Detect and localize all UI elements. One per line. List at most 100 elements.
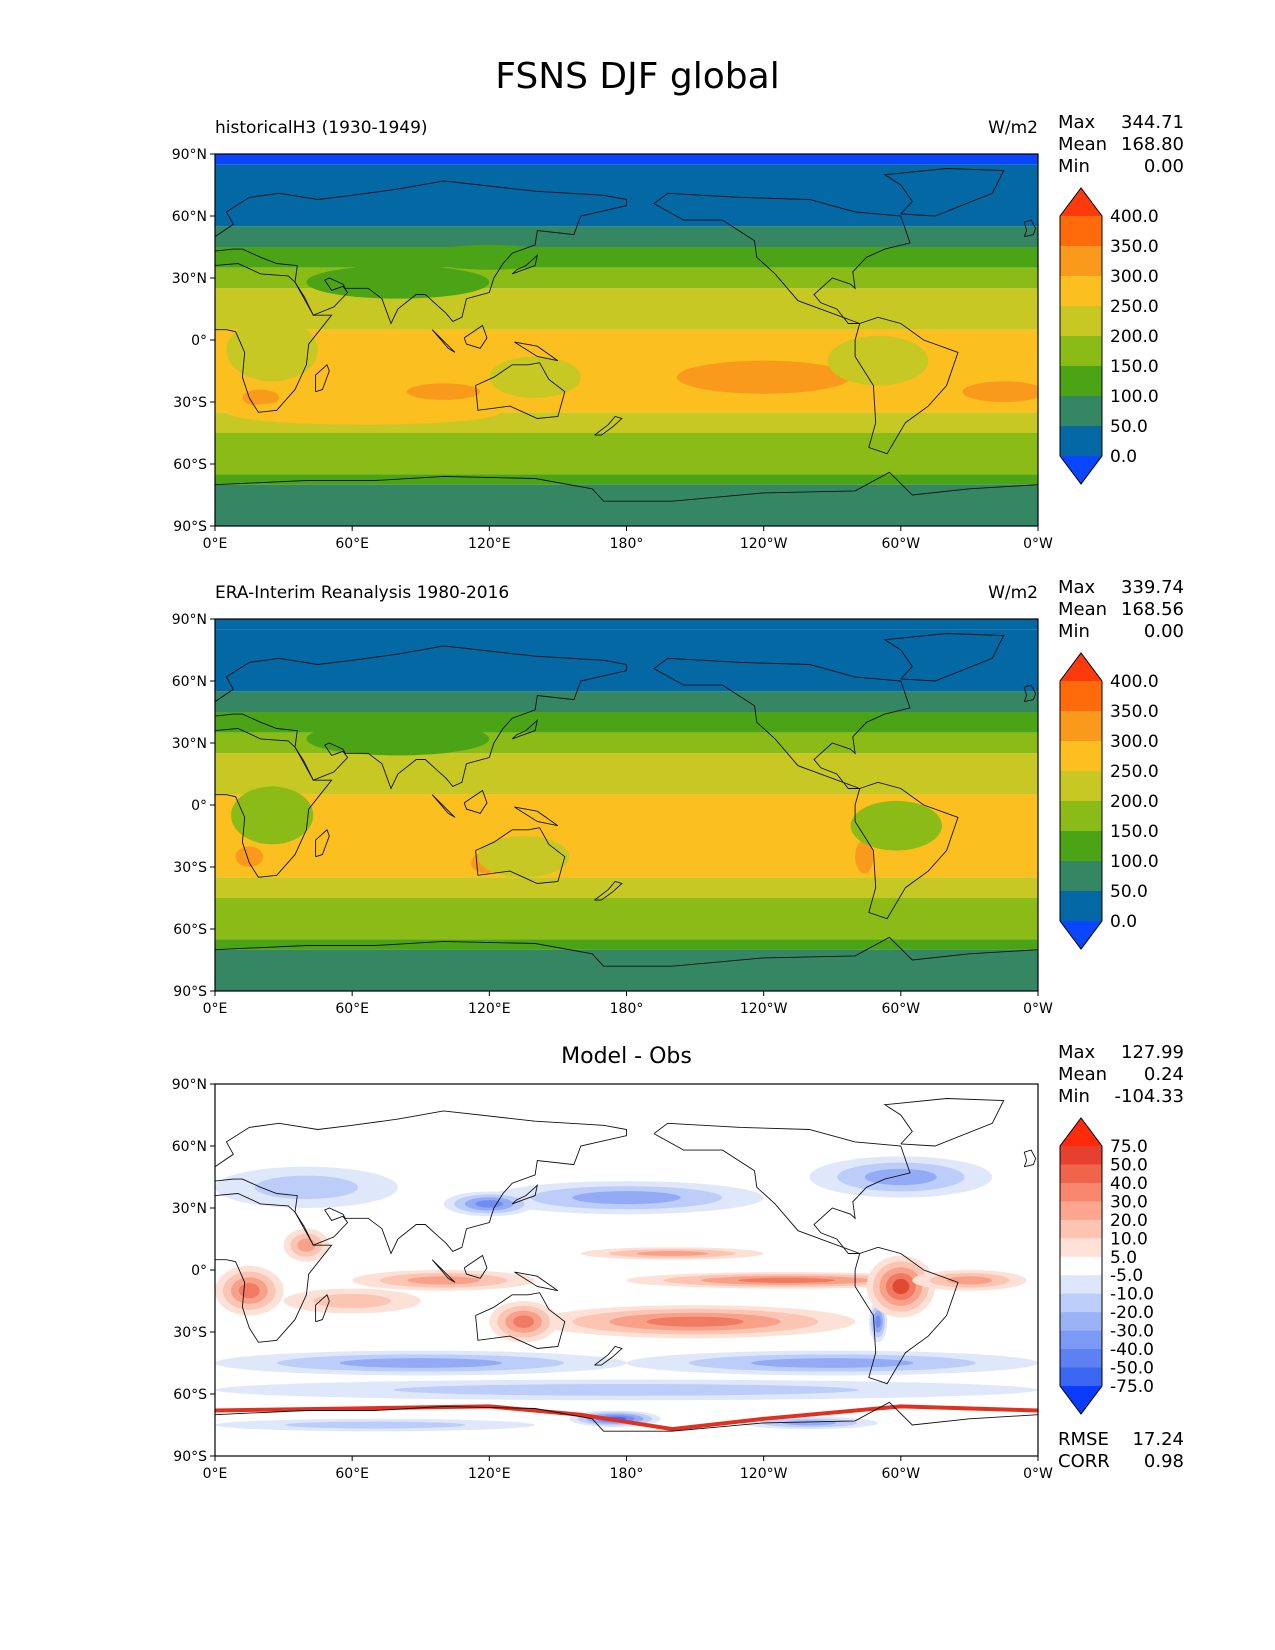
lon-tick-label: 60°E: [335, 1001, 369, 1017]
colorbar-segment: [1060, 1201, 1102, 1221]
field-patch: [420, 244, 558, 270]
stat-min: Min -104.33: [1058, 1086, 1184, 1107]
field-band: [215, 619, 1038, 630]
lat-tick-label: 90°S: [173, 984, 207, 1000]
coastline: [315, 1294, 330, 1323]
map-model: 90°N 60°N 30°N 0° 30°S 60°S 90°S0°E 60°E 120°E 18…: [172, 147, 1159, 552]
colorbar-label: 300.0: [1110, 267, 1159, 287]
field-band: [215, 898, 1038, 940]
map-obs: 90°N 60°N 30°N 0° 30°S 60°S 90°S0°E 60°E 120°E 18…: [172, 612, 1159, 1017]
colorbar-segment: [1060, 1146, 1102, 1165]
lat-tick-label: 90°N: [172, 612, 207, 628]
coastline: [653, 1122, 911, 1254]
coastline: [594, 415, 623, 436]
colorbar-label: 10.0: [1110, 1229, 1148, 1249]
coastline: [431, 1259, 456, 1283]
colorbar-outline: [1059, 652, 1103, 950]
colorbar-segment: [1060, 1349, 1102, 1369]
error-stats-box: RMSE 17.24 CORR 0.98: [1058, 1429, 1184, 1473]
colorbar-label: 250.0: [1110, 762, 1159, 782]
colorbar-segment: [1060, 1330, 1102, 1350]
lat-tick-label: 90°S: [173, 519, 207, 535]
stat-rmse: RMSE 17.24: [1058, 1429, 1184, 1450]
colorbar-segment: [1060, 1367, 1102, 1387]
coastline: [883, 633, 1005, 682]
colorbar-label: 50.0: [1110, 1155, 1148, 1175]
colorbar-label: -20.0: [1110, 1303, 1154, 1323]
field-patch: [864, 1168, 937, 1186]
lon-tick-label: 0°E: [203, 536, 228, 552]
field-patch: [235, 846, 264, 867]
colorbar-label: 150.0: [1110, 357, 1159, 377]
lat-tick-label: 30°N: [172, 736, 207, 752]
panel-diff: Model - Obs Max 127.99 Mean 0.24 Min -104.3…: [0, 1042, 1275, 1508]
field-patch: [646, 1316, 744, 1327]
lat-tick-label: 30°S: [173, 860, 207, 876]
lat-tick-label: 90°S: [173, 1449, 207, 1465]
colorbar-segment: [1060, 1182, 1102, 1202]
field-layer: [215, 619, 1038, 991]
field-patch: [683, 815, 890, 857]
stat-min: Min 0.00: [1058, 156, 1184, 177]
field-band: [215, 484, 1038, 526]
field-patch: [306, 265, 490, 299]
coastline: [475, 362, 566, 419]
field-patch: [254, 1175, 359, 1200]
colorbar: 75.050.040.030.020.010.05.0-5.0-10.0-20.…: [1059, 1117, 1154, 1415]
colorbar-label: 100.0: [1110, 852, 1159, 872]
lon-tick-label: 120°W: [740, 1001, 788, 1017]
coastline: [215, 471, 1038, 502]
coastline: [431, 329, 456, 353]
lon-tick-label: 0°E: [203, 1466, 228, 1482]
field-patch: [313, 1293, 391, 1309]
coastline: [475, 1292, 566, 1349]
lat-tick-label: 60°S: [173, 922, 207, 938]
stat-mean: Mean 168.80: [1058, 134, 1184, 155]
coastline: [883, 168, 1005, 217]
colorbar-segment: [1060, 891, 1102, 922]
coastline: [1023, 1149, 1037, 1168]
lon-tick-label: 60°W: [881, 1001, 920, 1017]
field-patch: [477, 836, 570, 878]
stats-box: Max 344.71 Mean 168.80 Min 0.00: [1058, 112, 1184, 178]
colorbar-segment: [1060, 1312, 1102, 1332]
field-band: [215, 691, 1038, 712]
field-patch: [676, 360, 851, 394]
coastline: [431, 794, 456, 818]
field-patch: [226, 399, 501, 425]
stat-max: Max 127.99: [1058, 1042, 1184, 1063]
colorbar-segment: [1060, 1238, 1102, 1258]
field-layer: [215, 1084, 1038, 1456]
field-patch: [475, 1200, 504, 1208]
colorbar-label: 0.0: [1110, 447, 1137, 467]
colorbar-extend-min: [1060, 456, 1102, 484]
field-band: [215, 939, 1038, 950]
colorbar-label: 200.0: [1110, 327, 1159, 347]
coastlines: [215, 633, 1038, 967]
panel-title: historicalH3 (1930-1949): [215, 118, 428, 138]
field-patch: [738, 1277, 835, 1283]
colorbar-segment: [1060, 366, 1102, 397]
colorbar-label: -30.0: [1110, 1322, 1154, 1342]
colorbar-segment: [1060, 396, 1102, 427]
field-patch: [850, 800, 942, 851]
colorbar-label: 5.0: [1110, 1248, 1137, 1268]
field-patch: [231, 786, 314, 845]
colorbar-label: 150.0: [1110, 822, 1159, 842]
field-patch: [284, 1421, 466, 1429]
field-patch: [238, 1283, 260, 1299]
panel-title: ERA-Interim Reanalysis 1980-2016: [215, 583, 510, 603]
coastline: [1023, 684, 1037, 703]
field-patch: [892, 1278, 910, 1295]
coastline: [653, 192, 911, 324]
lon-tick-label: 180°: [610, 1001, 644, 1017]
colorbar-label: 100.0: [1110, 387, 1159, 407]
stat-mean: Mean 0.24: [1058, 1064, 1184, 1085]
map-diff: 90°N 60°N 30°N 0° 30°S 60°S 90°S0°E 60°E 120°E 18…: [172, 1077, 1154, 1482]
lat-tick-label: 30°N: [172, 1201, 207, 1217]
coastline: [511, 1184, 539, 1205]
coastline: [215, 1110, 627, 1255]
colorbar-label: 0.0: [1110, 912, 1137, 932]
lon-tick-label: 60°E: [335, 1466, 369, 1482]
lat-tick-label: 60°N: [172, 209, 207, 225]
